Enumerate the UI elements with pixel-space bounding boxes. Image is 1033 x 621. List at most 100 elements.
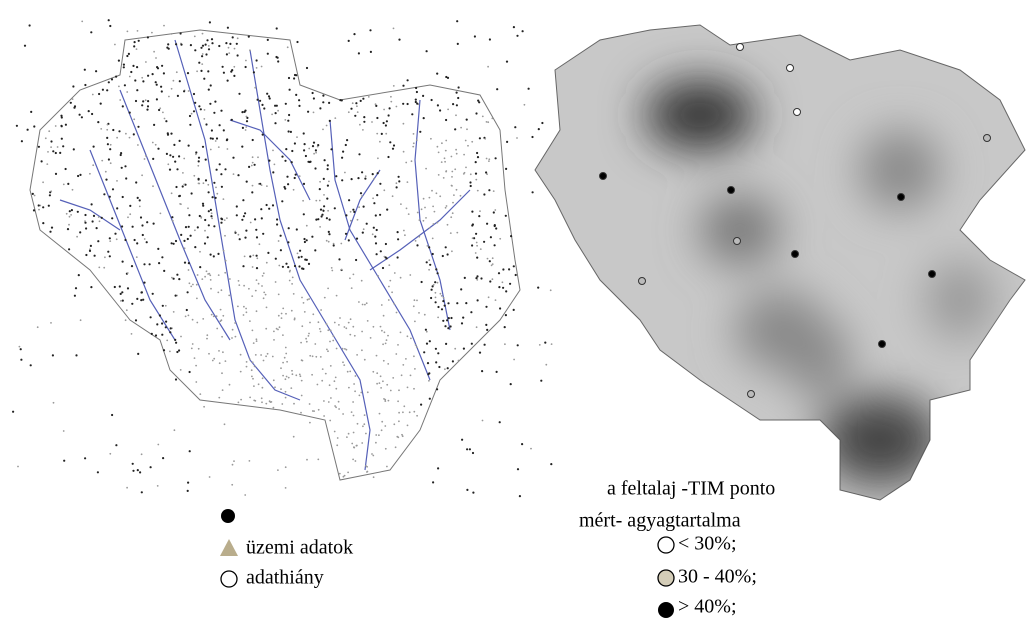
sample-dot [545, 364, 547, 366]
sample-dot [322, 95, 324, 97]
sample-dot [432, 253, 434, 255]
sample-dot [248, 288, 250, 290]
sample-dot [145, 155, 147, 157]
sample-dot [306, 225, 308, 227]
sample-dot [294, 177, 296, 179]
sample-dot [168, 96, 170, 98]
sample-dot [263, 272, 265, 274]
sample-dot [472, 452, 474, 454]
sample-dot [346, 139, 348, 141]
sample-dot [81, 21, 83, 23]
sample-dot [156, 84, 158, 86]
sample-dot [402, 103, 404, 105]
right-legend: a feltalaj -TIM ponto mért- agyagtartalm… [579, 478, 775, 618]
sample-dot [236, 214, 238, 216]
sample-dot [216, 328, 218, 330]
sample-dot [192, 284, 194, 286]
sample-dot [456, 153, 458, 155]
sample-dot [423, 220, 425, 222]
sample-dot [288, 77, 290, 79]
sample-dot [245, 126, 247, 128]
sample-dot [455, 114, 457, 116]
sample-dot [323, 415, 325, 417]
sample-dot [71, 209, 73, 211]
sample-dot [425, 329, 427, 331]
sample-dot [441, 142, 443, 144]
sample-dot [73, 148, 75, 150]
sample-dot [359, 124, 361, 126]
sample-dot [221, 336, 223, 338]
sample-dot [199, 215, 201, 217]
sample-dot [314, 343, 316, 345]
sample-dot [42, 222, 44, 224]
sample-dot [212, 360, 214, 362]
sample-dot [183, 240, 185, 242]
sample-dot [353, 446, 355, 448]
sample-dot [315, 200, 317, 202]
sample-dot [183, 90, 185, 92]
sample-dot [386, 466, 388, 468]
sample-dot [402, 411, 404, 413]
river [90, 150, 175, 340]
sample-dot [317, 218, 319, 220]
sample-dot [186, 309, 188, 311]
sample-dot [218, 45, 220, 47]
sample-dot [378, 434, 380, 436]
legend-label: < 30%; [678, 533, 737, 555]
sample-dot [488, 296, 490, 298]
sample-dot [63, 460, 65, 462]
sample-dot [276, 105, 278, 107]
sample-dot [398, 180, 400, 182]
sample-dot [278, 240, 280, 242]
sample-dot [477, 100, 479, 102]
sample-dot [140, 299, 142, 301]
sample-dot [61, 138, 63, 140]
sample-dot [139, 206, 141, 208]
sample-dot [109, 453, 111, 455]
river [250, 50, 370, 470]
river [120, 90, 230, 340]
sample-dot [251, 295, 253, 297]
sample-dot [254, 87, 256, 89]
sample-dot [138, 40, 140, 42]
sample-dot [324, 159, 326, 161]
sample-dot [306, 459, 308, 461]
sample-dot [389, 141, 391, 143]
sample-dot [363, 121, 365, 123]
sample-dot [170, 133, 172, 135]
sample-dot [227, 80, 229, 82]
sample-dot [211, 218, 213, 220]
sample-dot [12, 411, 14, 413]
sample-dot [357, 177, 359, 179]
sample-dot [521, 443, 523, 445]
sample-dot [426, 50, 428, 52]
sample-dot [338, 408, 340, 410]
sample-dot [415, 87, 417, 89]
sample-dot [348, 387, 350, 389]
sample-dot [438, 174, 440, 176]
sample-dot [127, 216, 129, 218]
sample-dot [274, 122, 276, 124]
sample-dot [57, 146, 59, 148]
sample-dot [98, 93, 100, 95]
sample-dot [487, 66, 489, 68]
sample-dot [97, 240, 99, 242]
sample-dot [485, 324, 487, 326]
sample-dot [157, 67, 159, 69]
sample-dot [460, 195, 462, 197]
sample-dot [328, 102, 330, 104]
sample-dot [436, 192, 438, 194]
sample-dot [465, 167, 467, 169]
sample-dot [142, 100, 144, 102]
sample-dot [407, 79, 409, 81]
sample-dot [544, 342, 546, 344]
sample-dot [359, 395, 361, 397]
sample-dot [77, 175, 79, 177]
sample-dot [435, 268, 437, 270]
sample-dot [239, 238, 241, 240]
sample-dot [308, 298, 310, 300]
sample-dot [16, 125, 18, 127]
sample-dot [205, 53, 207, 55]
sample-dot [194, 246, 196, 248]
sample-dot [360, 392, 362, 394]
